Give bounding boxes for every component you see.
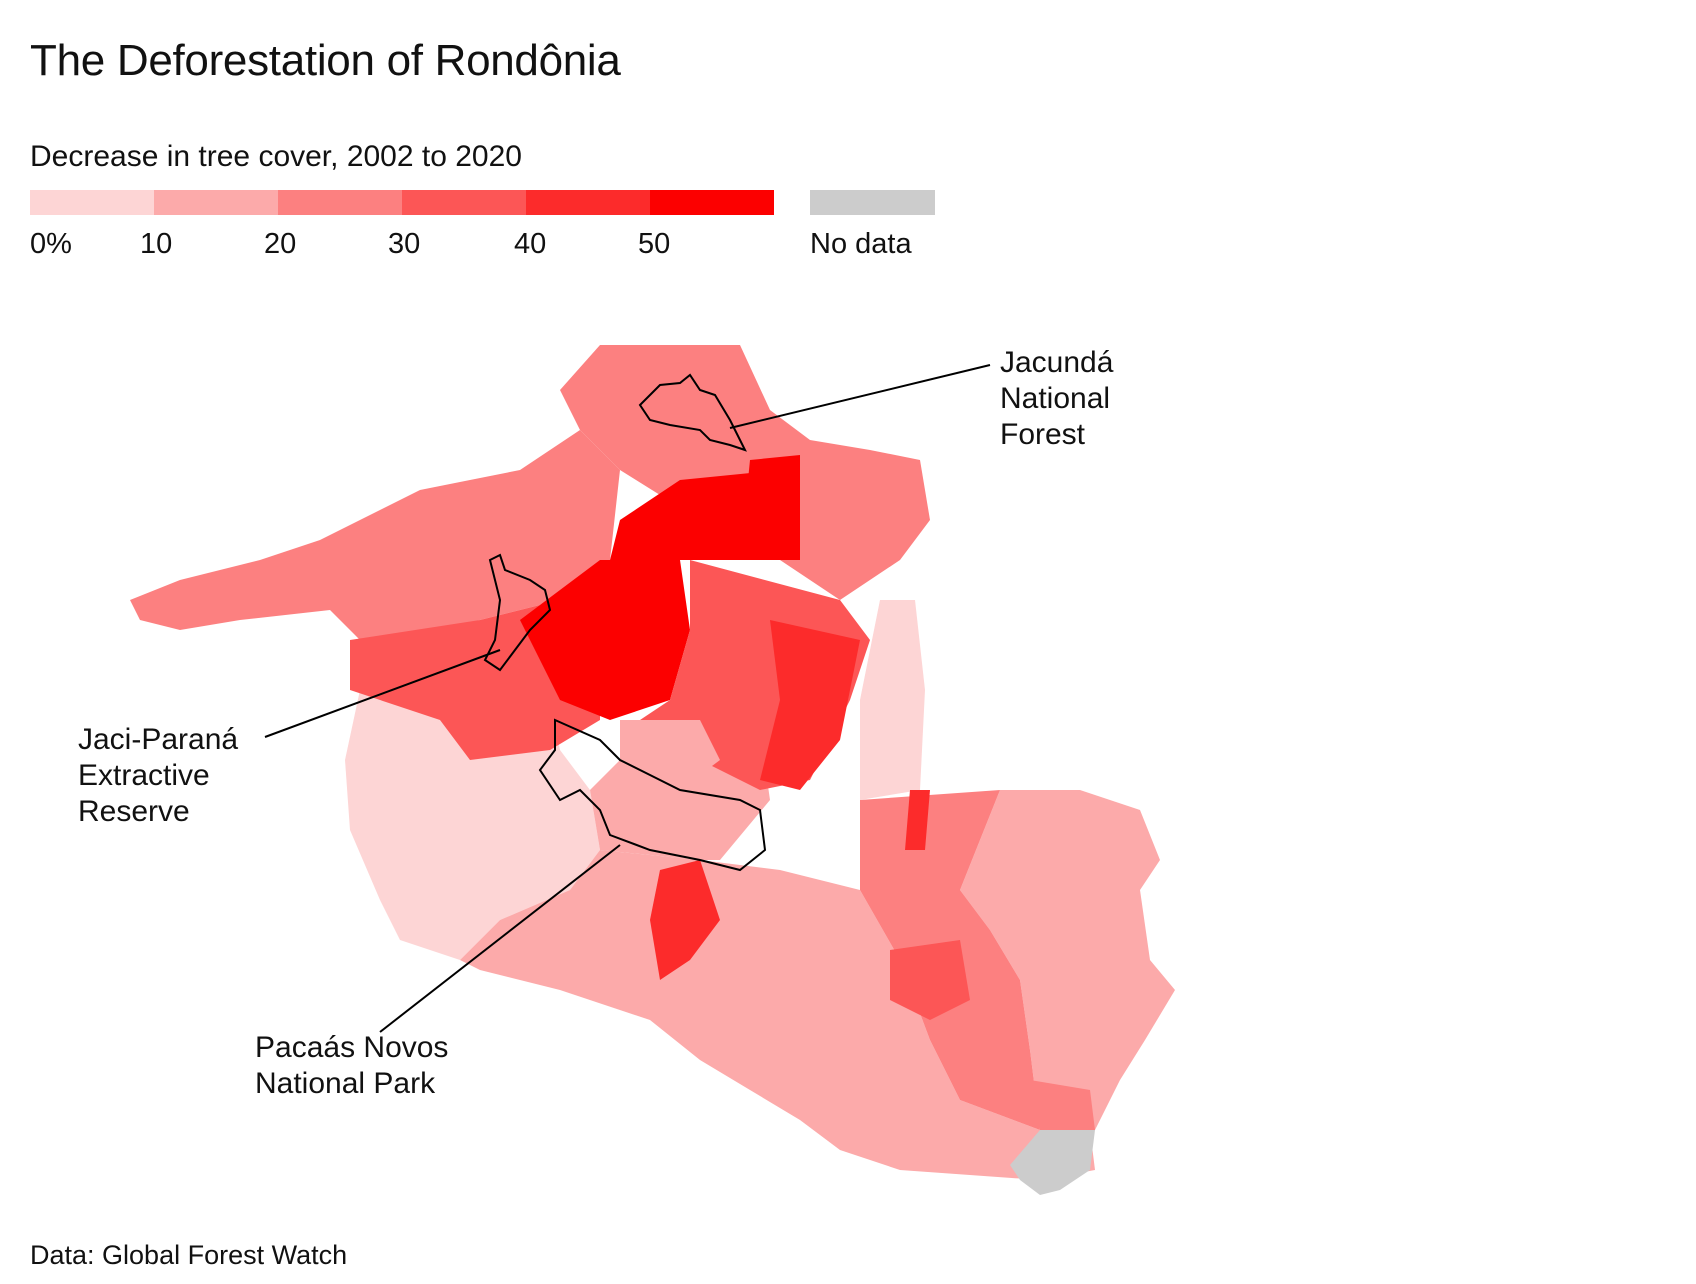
region-southwest — [345, 690, 600, 960]
legend-tick-50: 50 — [638, 228, 671, 260]
legend-swatch-30-40 — [402, 190, 526, 215]
legend-color-scale — [30, 190, 774, 215]
legend-no-data-label: No data — [810, 228, 912, 260]
legend-swatch-20-30 — [278, 190, 402, 215]
region-no-data — [1010, 1130, 1095, 1195]
legend-swatch-10-20 — [154, 190, 278, 215]
legend-tick-30: 30 — [388, 228, 421, 260]
region-southeast — [960, 790, 1175, 1130]
legend-tick-20: 20 — [264, 228, 297, 260]
region-southeast-tip — [1030, 1080, 1095, 1130]
source-note: Data: Global Forest Watch — [30, 1240, 348, 1270]
region-central-core — [520, 560, 690, 720]
legend-tick-10: 10 — [140, 228, 173, 260]
legend-swatch-no-data — [810, 190, 935, 215]
jacunda-leader-line — [729, 364, 991, 429]
legend-swatch-50-plus — [650, 190, 774, 215]
pacaas-novos-outline — [538, 718, 767, 872]
legend-tick-0: 0% — [30, 228, 72, 260]
region-northeast-high — [740, 455, 800, 560]
region-southeast-spot — [890, 940, 970, 1020]
legend-tick-40: 40 — [514, 228, 547, 260]
region-east-central — [760, 620, 860, 790]
jaci-parana-leader-line — [264, 649, 501, 738]
region-east-spot — [905, 790, 930, 850]
region-east-strip — [860, 600, 925, 800]
jaci-parana-outline — [483, 553, 552, 672]
region-south-belt — [460, 850, 1095, 1180]
pacaas-novos-leader-line — [379, 844, 621, 1033]
callout-jacunda: Jacundá National Forest — [1000, 346, 1114, 451]
region-south-spot — [650, 860, 720, 980]
map-title: The Deforestation of Rondônia — [30, 36, 621, 85]
region-north — [560, 345, 930, 600]
legend-swatch-0-10 — [30, 190, 154, 215]
callout-jaci-parana: Jaci-Paraná Extractive Reserve — [78, 723, 239, 828]
callout-pacaas-novos: Pacaás Novos National Park — [255, 1031, 449, 1100]
jacunda-outline — [638, 373, 747, 452]
legend-title: Decrease in tree cover, 2002 to 2020 — [30, 140, 522, 173]
legend-swatch-40-50 — [526, 190, 650, 215]
